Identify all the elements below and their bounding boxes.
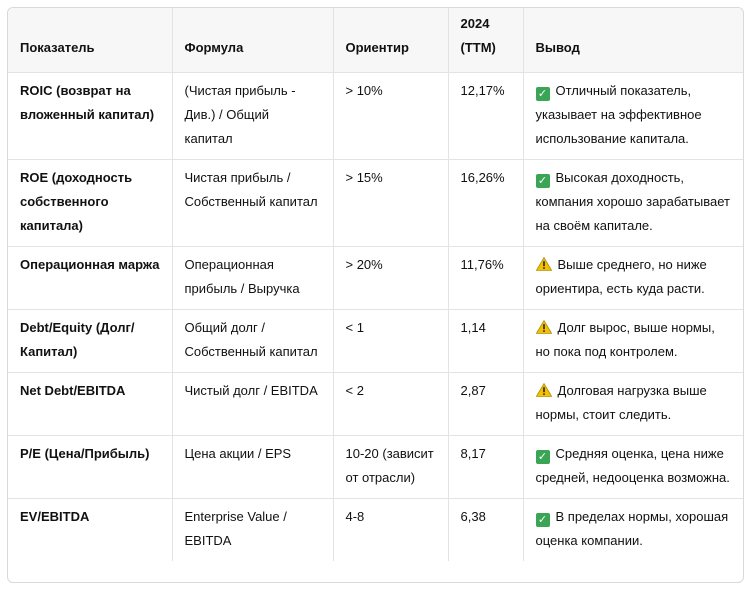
target-cell: < 1 <box>333 309 449 373</box>
target-cell: < 2 <box>333 372 449 436</box>
table-row: Debt/Equity (Долг/Капитал) Общий долг / С… <box>8 309 743 373</box>
value-cell: 1,14 <box>448 309 524 373</box>
conclusion-cell: ✓ Высокая доходность, компания хорошо зар… <box>523 159 743 247</box>
table-row: Net Debt/EBITDA Чистый долг / EBITDA < 2 2,… <box>8 372 743 436</box>
metrics-table: Показатель Формула Ориентир 2024 (TTM) В… <box>8 8 743 561</box>
formula-cell: Enterprise Value / EBITDA <box>172 498 334 561</box>
conclusion-text: Средняя оценка, цена ниже средней, недоо… <box>535 446 730 485</box>
target-cell: 4-8 <box>333 498 449 561</box>
metrics-table-container: Показатель Формула Ориентир 2024 (TTM) В… <box>7 7 744 583</box>
conclusion-text: Долговая нагрузка выше нормы, стоит след… <box>535 383 707 422</box>
indicator-cell: EV/EBITDA <box>8 498 173 561</box>
conclusion-text: Долг вырос, выше нормы, но пока под конт… <box>535 320 715 359</box>
target-cell: > 20% <box>333 246 449 310</box>
conclusion-text: В пределах нормы, хорошая оценка компани… <box>535 509 729 548</box>
conclusion-cell: Долговая нагрузка выше нормы, стоит след… <box>523 372 743 436</box>
value-cell: 12,17% <box>448 72 524 160</box>
target-cell: 10-20 (зависит от отрасли) <box>333 435 449 499</box>
warning-icon <box>535 383 552 397</box>
target-cell: > 15% <box>333 159 449 247</box>
check-mark-icon: ✓ <box>535 513 550 527</box>
formula-cell: Чистый долг / EBITDA <box>172 372 334 436</box>
value-cell: 2,87 <box>448 372 524 436</box>
header-conclusion: Вывод <box>523 8 743 73</box>
conclusion-cell: ✓ В пределах нормы, хорошая оценка компан… <box>523 499 743 562</box>
header-indicator: Показатель <box>8 8 173 73</box>
conclusion-cell: ✓ Средняя оценка, цена ниже средней, недо… <box>523 435 743 499</box>
formula-cell: Операционная прибыль / Выручка <box>172 246 334 310</box>
value-cell: 6,38 <box>448 498 524 561</box>
warning-icon <box>535 320 552 334</box>
check-mark-icon: ✓ <box>535 174 550 188</box>
table-row: ROIC (возврат на вложенный капитал) (Чист… <box>8 72 743 160</box>
value-cell: 16,26% <box>448 159 524 247</box>
value-cell: 11,76% <box>448 246 524 310</box>
check-mark-icon: ✓ <box>535 450 550 464</box>
header-target: Ориентир <box>333 8 449 73</box>
table-row: ROE (доходность собственного капитала) Чи… <box>8 159 743 247</box>
conclusion-cell: ✓ Отличный показатель, указывает на эффек… <box>523 72 743 160</box>
table-row: Операционная маржа Операционная прибыль /… <box>8 246 743 310</box>
indicator-cell: ROIC (возврат на вложенный капитал) <box>8 72 173 160</box>
table-row: P/E (Цена/Прибыль) Цена акции / EPS 10-20 … <box>8 435 743 499</box>
formula-cell: Чистая прибыль / Собственный капитал <box>172 159 334 247</box>
conclusion-text: Высокая доходность, компания хорошо зара… <box>535 170 730 233</box>
indicator-cell: Операционная маржа <box>8 246 173 310</box>
header-formula: Формула <box>172 8 334 73</box>
formula-cell: Цена акции / EPS <box>172 435 334 499</box>
conclusion-cell: Долг вырос, выше нормы, но пока под конт… <box>523 309 743 373</box>
indicator-cell: P/E (Цена/Прибыль) <box>8 435 173 499</box>
table-header-row: Показатель Формула Ориентир 2024 (TTM) В… <box>8 8 743 73</box>
warning-icon <box>535 257 552 271</box>
check-mark-icon: ✓ <box>535 87 550 101</box>
formula-cell: (Чистая прибыль - Див.) / Общий капитал <box>172 72 334 160</box>
formula-cell: Общий долг / Собственный капитал <box>172 309 334 373</box>
table-row: EV/EBITDA Enterprise Value / EBITDA 4-8 6,3… <box>8 498 743 562</box>
target-cell: > 10% <box>333 72 449 160</box>
conclusion-cell: Выше среднего, но ниже ориентира, есть к… <box>523 246 743 310</box>
value-cell: 8,17 <box>448 435 524 499</box>
conclusion-text: Отличный показатель, указывает на эффект… <box>535 83 702 146</box>
indicator-cell: Debt/Equity (Долг/Капитал) <box>8 309 173 373</box>
indicator-cell: Net Debt/EBITDA <box>8 372 173 436</box>
header-value-2024: 2024 (TTM) <box>448 8 524 73</box>
indicator-cell: ROE (доходность собственного капитала) <box>8 159 173 247</box>
conclusion-text: Выше среднего, но ниже ориентира, есть к… <box>535 257 707 296</box>
